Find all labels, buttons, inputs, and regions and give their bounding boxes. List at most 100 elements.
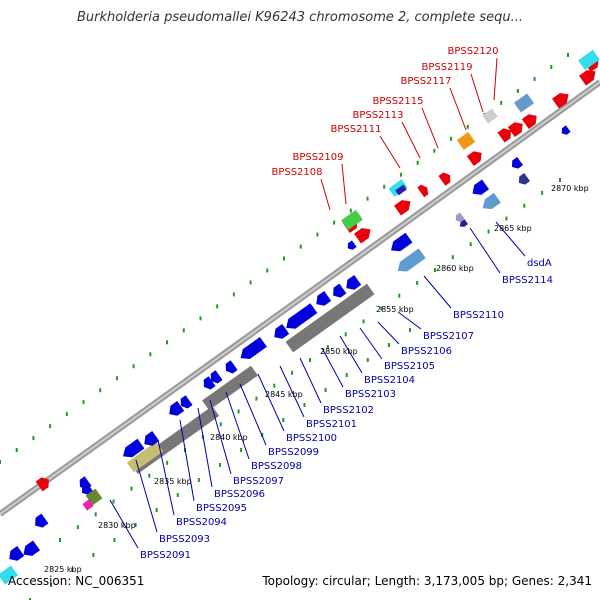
leader-line <box>469 227 501 274</box>
gene-reverse <box>144 431 160 446</box>
leader-line <box>135 459 158 533</box>
gene-reverse-shape <box>459 219 468 227</box>
inner2-track-dot <box>324 388 327 392</box>
outer-track-dot <box>567 53 569 57</box>
gene-reverse <box>459 219 468 227</box>
gene-steelblue <box>514 93 534 113</box>
gene-label: BPSS2107 <box>423 331 474 342</box>
inner-track-dot <box>523 203 526 208</box>
gene-reverse <box>240 336 267 359</box>
inner-track-dot <box>59 538 61 542</box>
gene-label: BPSS2117 <box>400 76 451 87</box>
gene-label: BPSS2113 <box>352 110 403 121</box>
gene-cyan-shape <box>578 49 600 71</box>
inner2-track-dot <box>176 493 179 497</box>
gene-forward-shape <box>579 70 596 86</box>
gray-region <box>285 283 375 353</box>
inner-track-dot <box>344 332 347 337</box>
gene-forward <box>507 122 523 137</box>
leader-line <box>423 275 452 309</box>
gene-cyan <box>578 49 600 71</box>
gene-cyan <box>0 565 18 585</box>
gene-forward-shape <box>417 184 429 198</box>
outer-track-dot <box>366 196 369 201</box>
gene-reverse <box>81 483 93 495</box>
gene-reverse <box>35 513 49 528</box>
outer-track-dot <box>0 460 1 464</box>
gray-region-shape <box>202 365 258 411</box>
leader-line <box>299 357 322 404</box>
gene-reverse-shape <box>180 395 193 409</box>
gene-forward-shape <box>35 477 49 492</box>
inner-track-dot <box>219 422 222 427</box>
gene-reverse <box>561 125 571 135</box>
gene-magenta <box>82 499 94 511</box>
outer-track-dot <box>433 148 436 153</box>
outer-track-dot <box>283 256 285 261</box>
gene-reverse-shape <box>518 173 530 185</box>
gene-steelblue-shape <box>514 93 534 113</box>
gene-forward-shape <box>466 151 482 166</box>
inner-track-dot <box>130 486 133 491</box>
gene-reverse-shape <box>23 540 40 556</box>
inner-track-dot <box>362 319 365 324</box>
outer-track-dot <box>65 412 68 417</box>
inner2-track-dot <box>50 583 53 587</box>
leader-line <box>397 311 422 330</box>
inner2-track-dot <box>92 553 95 557</box>
labels: BPSS2120 BPSS2119 BPSS2117 BPSS2115 BPSS2113… <box>140 46 553 561</box>
leader-line <box>225 391 250 460</box>
kbp-tick-label: 2855 kbp <box>376 305 414 314</box>
gene-label: BPSS2106 <box>401 346 452 357</box>
leader-line <box>320 178 331 211</box>
gene-reverse-shape <box>316 291 332 306</box>
inner-track-dot <box>451 255 454 260</box>
gene-forward <box>521 114 537 129</box>
outer-track-dot <box>533 76 536 81</box>
gene-reverse-shape <box>144 431 160 446</box>
gene-forward <box>466 151 482 166</box>
kbp-ticks: 2825 kbp 2830 kbp 2835 kbp 2840 kbp 2845 kbp… <box>44 184 589 574</box>
gene-gray <box>482 108 498 124</box>
gene-forward-shape <box>438 172 451 186</box>
inner-track-dot <box>487 229 490 234</box>
gene-label: BPSS2115 <box>372 96 423 107</box>
inner-track-dot <box>273 383 276 388</box>
outer-track-dot <box>132 364 135 369</box>
gene-forward <box>497 128 511 143</box>
inner-track-dot <box>94 512 97 517</box>
outer-track-dot <box>349 208 352 213</box>
summary-text: Topology: circular; Length: 3,173,005 bp… <box>262 574 592 588</box>
gray-region-shape <box>285 283 375 353</box>
inner-track-dot <box>416 280 419 285</box>
gene-reverse-shape <box>286 303 318 329</box>
leader-line <box>239 383 267 446</box>
leader-line <box>379 135 401 169</box>
leader-line <box>209 399 232 475</box>
outer-track-dot <box>32 436 35 441</box>
kbp-tick-label: 2830 kbp <box>98 521 136 530</box>
gene-gray-shape <box>482 108 498 124</box>
inner2-track-dot <box>282 418 285 422</box>
gene-navy-shape <box>395 184 407 196</box>
inner2-track-dot <box>387 343 390 347</box>
outer-track-dot <box>466 124 469 129</box>
leader-line <box>179 419 195 502</box>
leader-line <box>321 347 344 388</box>
gene-green <box>341 209 363 231</box>
gene-reverse <box>180 395 193 409</box>
inner-track-dot <box>112 499 115 504</box>
kbp-tick-label: 2825 kbp <box>44 565 82 574</box>
outer-track-dot <box>216 304 219 309</box>
gene-label: BPSS2119 <box>421 62 472 73</box>
inner-track-dot <box>255 396 258 401</box>
kbp-tick-label: 2845 kbp <box>265 390 303 399</box>
gene-forward <box>35 477 49 492</box>
leader-line <box>470 73 484 113</box>
gene-forward <box>394 200 411 216</box>
outer-track-dot <box>383 184 386 189</box>
gene-reverse <box>472 179 489 195</box>
outer-track-dot <box>15 448 18 453</box>
outer-track-dot <box>232 292 235 297</box>
